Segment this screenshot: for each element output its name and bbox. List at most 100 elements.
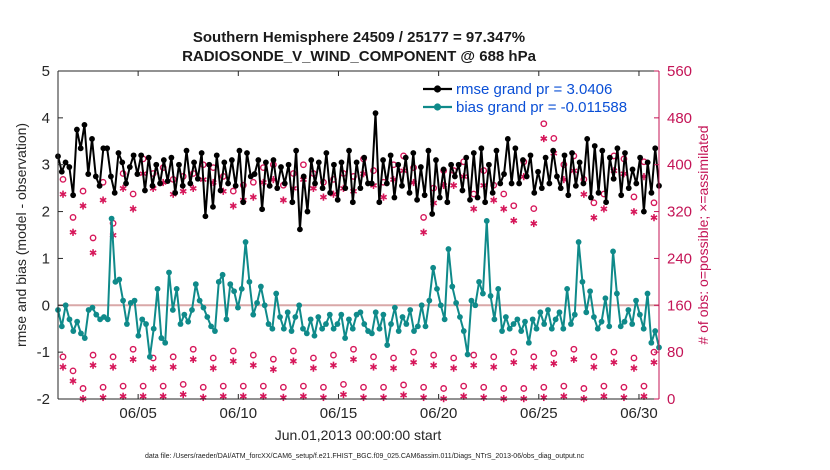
bias-point — [307, 316, 314, 323]
bias-point — [564, 285, 571, 292]
obs-possible-marker — [169, 353, 177, 361]
rmse-point — [232, 182, 239, 189]
rmse-point — [251, 171, 258, 177]
bias-point — [422, 323, 429, 330]
rmse-point — [652, 145, 659, 152]
rmse-point — [512, 145, 519, 152]
bias-point — [231, 288, 237, 295]
bias-point — [89, 304, 96, 311]
bias-point — [583, 309, 590, 316]
bias-point — [460, 328, 467, 334]
obs-assimilated-marker — [380, 193, 388, 201]
obs-assimilated-marker — [650, 214, 658, 222]
bias-point — [189, 307, 195, 313]
bias-point — [483, 218, 490, 224]
rmse-point — [104, 145, 111, 152]
rmse-point — [297, 226, 303, 233]
obs-possible-marker — [209, 354, 217, 362]
obs-possible-marker — [410, 348, 417, 356]
rmse-point — [414, 196, 420, 203]
bias-point — [146, 353, 153, 360]
obs-assimilated-marker — [149, 364, 157, 372]
obs-possible-marker — [540, 120, 548, 128]
obs-possible-marker — [249, 351, 257, 359]
obs-possible-marker — [460, 382, 468, 390]
bias-point — [652, 328, 659, 334]
obs-assimilated-marker — [400, 391, 408, 399]
bias-point — [338, 311, 345, 318]
obs-assimilated-marker — [109, 363, 117, 371]
bias-point — [246, 278, 253, 285]
bias-point — [296, 302, 303, 309]
bias-point — [594, 325, 601, 332]
rmse-point — [629, 166, 636, 173]
obs-assimilated-marker — [209, 364, 217, 372]
bias-point — [403, 321, 410, 327]
obs-assimilated-marker — [229, 357, 237, 365]
obs-assimilated-marker — [580, 190, 588, 198]
y-right-tick-label: 0 — [667, 391, 675, 408]
bias-point — [625, 307, 632, 313]
bias-point — [648, 339, 655, 346]
rmse-point — [474, 194, 481, 201]
bias-point — [139, 316, 146, 323]
bias-point — [334, 321, 341, 327]
obs-possible-marker — [279, 383, 287, 391]
obs-possible-marker — [89, 351, 97, 359]
rmse-point — [126, 164, 133, 170]
rmse-point — [274, 185, 281, 192]
rmse-point — [406, 189, 413, 196]
bias-point — [150, 325, 157, 332]
obs-possible-marker — [620, 383, 628, 391]
rmse-point — [361, 154, 368, 161]
obs-assimilated-marker — [590, 363, 598, 371]
rmse-point — [504, 136, 511, 142]
rmse-point — [240, 199, 247, 206]
bias-point — [212, 328, 218, 334]
bias-point — [250, 311, 257, 318]
obs-assimilated-marker — [600, 205, 608, 213]
rmse-point — [225, 180, 231, 187]
rmse-point — [119, 159, 126, 166]
rmse-point — [633, 180, 640, 187]
rmse-point — [319, 185, 326, 192]
rmse-point — [123, 180, 129, 187]
obs-possible-marker — [440, 385, 448, 392]
bias-point — [560, 325, 567, 332]
rmse-point — [179, 182, 186, 189]
rmse-point — [70, 192, 77, 199]
obs-assimilated-marker — [349, 355, 358, 363]
obs-possible-marker — [219, 382, 227, 390]
bias-point — [280, 325, 287, 332]
obs-possible-marker — [500, 385, 508, 392]
bias-point — [606, 323, 613, 330]
obs-assimilated-marker — [630, 364, 638, 372]
rmse-point — [546, 180, 553, 187]
obs-possible-marker — [570, 345, 578, 353]
obs-assimilated-marker — [339, 390, 347, 399]
obs-assimilated-marker — [510, 358, 518, 366]
rmse-point — [489, 189, 496, 196]
bias-point — [376, 325, 383, 332]
rmse-point — [527, 152, 534, 159]
rmse-point — [467, 196, 473, 203]
bias-point — [391, 304, 398, 311]
plot-content — [55, 110, 662, 403]
rmse-point — [410, 150, 417, 156]
obs-assimilated-marker — [450, 181, 458, 190]
bias-point — [476, 278, 482, 285]
bias-point — [349, 325, 356, 332]
rmse-point — [157, 180, 163, 187]
obs-possible-marker — [480, 383, 488, 391]
bias-point — [445, 246, 452, 252]
rmse-point — [637, 154, 644, 161]
obs-possible-marker — [390, 354, 397, 362]
rmse-point — [444, 199, 451, 206]
bias-point — [208, 323, 215, 330]
bias-point — [499, 328, 505, 334]
rmse-point — [368, 180, 375, 187]
obs-possible-marker — [530, 205, 538, 213]
bias-point — [602, 295, 609, 302]
obs-assimilated-marker — [329, 361, 337, 369]
